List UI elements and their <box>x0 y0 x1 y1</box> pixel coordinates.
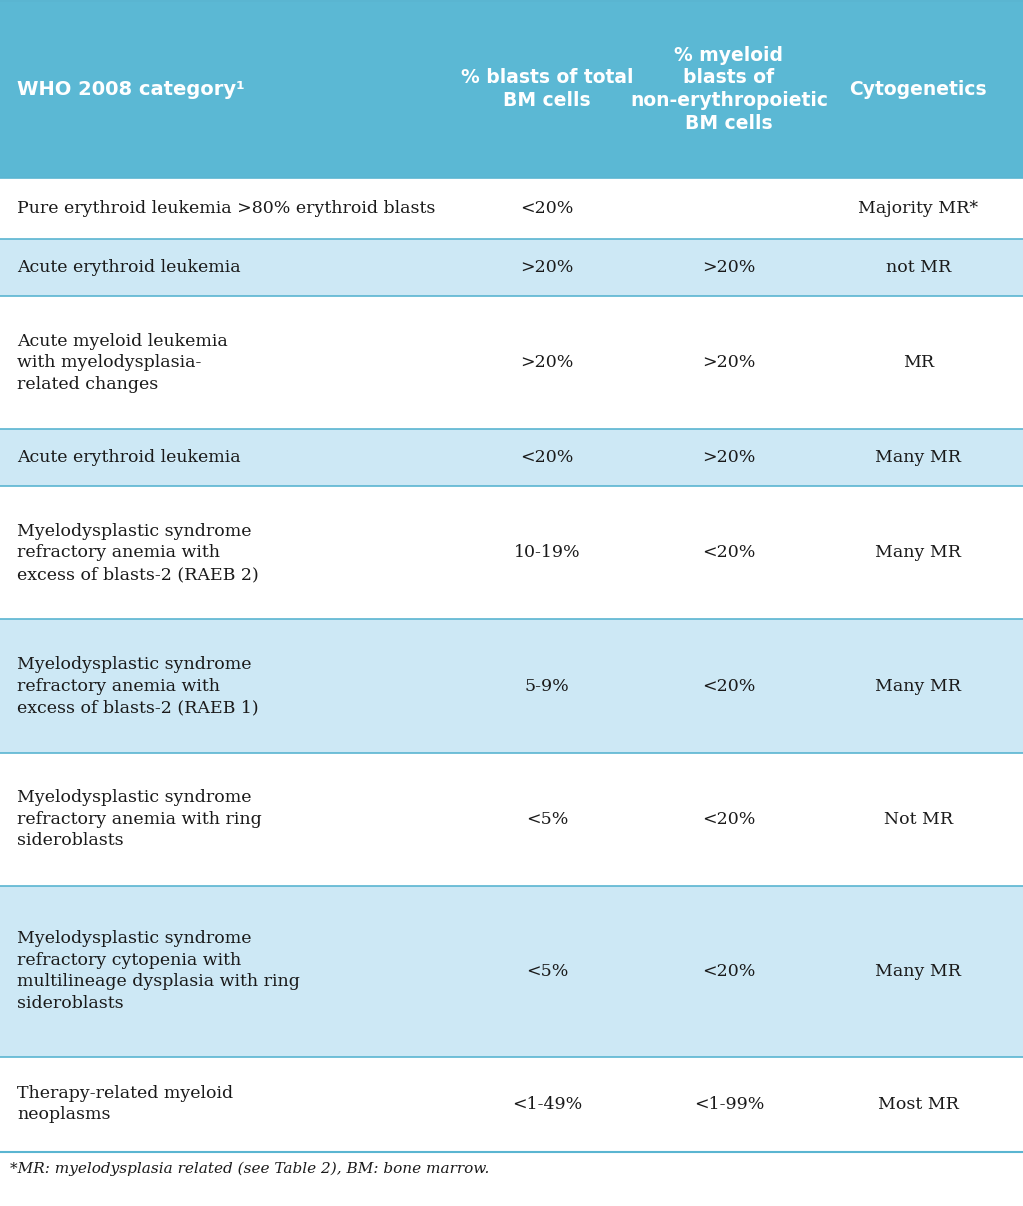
Text: >20%: >20% <box>521 355 574 371</box>
Text: <20%: <20% <box>702 678 756 695</box>
Text: >20%: >20% <box>702 450 756 467</box>
Text: Many MR: Many MR <box>875 678 962 695</box>
Text: Most MR: Most MR <box>878 1096 959 1113</box>
Bar <box>0 1056 1023 1152</box>
Text: >20%: >20% <box>521 259 574 276</box>
Text: <1-49%: <1-49% <box>513 1096 582 1113</box>
Text: >20%: >20% <box>702 259 756 276</box>
Bar <box>0 885 1023 1056</box>
Text: <20%: <20% <box>521 200 574 217</box>
Text: Many MR: Many MR <box>875 544 962 562</box>
Bar <box>0 0 1023 178</box>
Text: Majority MR*: Majority MR* <box>858 200 978 217</box>
Text: Cytogenetics: Cytogenetics <box>849 80 987 99</box>
Text: % myeloid
blasts of
non-erythropoietic
BM cells: % myeloid blasts of non-erythropoietic B… <box>630 46 828 133</box>
Text: Acute erythroid leukemia: Acute erythroid leukemia <box>17 450 241 467</box>
Bar <box>0 178 1023 239</box>
Text: <5%: <5% <box>526 810 569 827</box>
Text: Acute erythroid leukemia: Acute erythroid leukemia <box>17 259 241 276</box>
Text: <20%: <20% <box>702 962 756 979</box>
Text: not MR: not MR <box>886 259 950 276</box>
Bar <box>0 486 1023 620</box>
Text: Therapy-related myeloid
neoplasms: Therapy-related myeloid neoplasms <box>17 1085 233 1124</box>
Text: WHO 2008 category¹: WHO 2008 category¹ <box>17 80 246 99</box>
Text: Myelodysplastic syndrome
refractory anemia with
excess of blasts-2 (RAEB 2): Myelodysplastic syndrome refractory anem… <box>17 523 259 582</box>
Bar <box>0 753 1023 885</box>
Text: Many MR: Many MR <box>875 962 962 979</box>
Text: <5%: <5% <box>526 962 569 979</box>
Text: % blasts of total
BM cells: % blasts of total BM cells <box>461 69 633 110</box>
Text: Myelodysplastic syndrome
refractory anemia with
excess of blasts-2 (RAEB 1): Myelodysplastic syndrome refractory anem… <box>17 656 259 716</box>
Text: Many MR: Many MR <box>875 450 962 467</box>
Text: 5-9%: 5-9% <box>525 678 570 695</box>
Text: <20%: <20% <box>521 450 574 467</box>
Bar <box>0 620 1023 753</box>
Text: Myelodysplastic syndrome
refractory anemia with ring
sideroblasts: Myelodysplastic syndrome refractory anem… <box>17 789 262 849</box>
Text: Not MR: Not MR <box>884 810 952 827</box>
Bar <box>0 239 1023 297</box>
Text: <20%: <20% <box>702 810 756 827</box>
Text: MR: MR <box>902 355 934 371</box>
Text: Myelodysplastic syndrome
refractory cytopenia with
multilineage dysplasia with r: Myelodysplastic syndrome refractory cyto… <box>17 930 301 1012</box>
Text: Acute myeloid leukemia
with myelodysplasia-
related changes: Acute myeloid leukemia with myelodysplas… <box>17 333 228 393</box>
Text: <20%: <20% <box>702 544 756 562</box>
Bar <box>0 429 1023 486</box>
Bar <box>0 297 1023 429</box>
Text: <1-99%: <1-99% <box>694 1096 764 1113</box>
Text: *MR: myelodysplasia related (see Table 2), BM: bone marrow.: *MR: myelodysplasia related (see Table 2… <box>10 1161 490 1176</box>
Text: >20%: >20% <box>702 355 756 371</box>
Text: Pure erythroid leukemia >80% erythroid blasts: Pure erythroid leukemia >80% erythroid b… <box>17 200 436 217</box>
Text: 10-19%: 10-19% <box>514 544 581 562</box>
